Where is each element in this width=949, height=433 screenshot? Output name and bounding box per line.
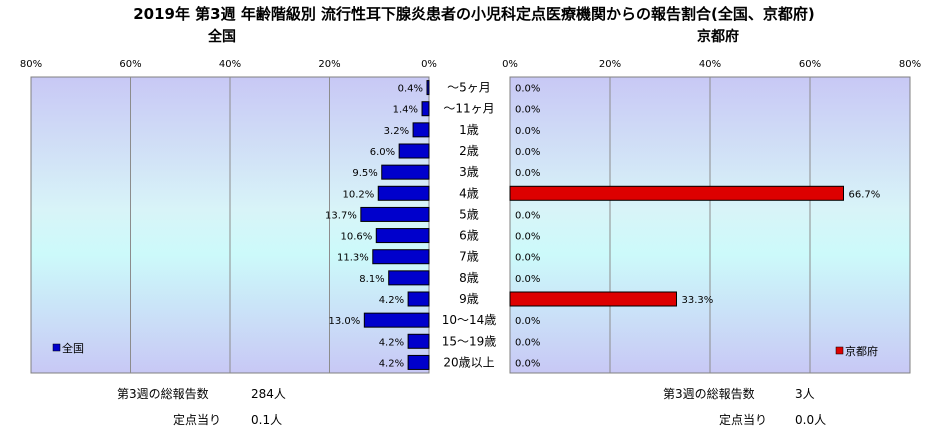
- category-label: 2歳: [459, 144, 479, 158]
- left-bar: [398, 143, 430, 159]
- left-legend-swatch: [52, 343, 61, 352]
- right-data-label: 0.0%: [515, 105, 540, 116]
- left-total-label: 第3週の総報告数: [117, 386, 209, 401]
- left-data-label: 8.1%: [359, 274, 384, 285]
- right-data-label: 0.0%: [515, 253, 540, 264]
- left-gridlines: [130, 77, 330, 373]
- left-bar: [388, 270, 430, 286]
- right-tick-label: 20%: [599, 59, 621, 70]
- right-data-label: 0.0%: [515, 168, 540, 179]
- left-legend: 全国: [52, 341, 84, 355]
- right-data-label: 0.0%: [515, 126, 540, 137]
- left-per-site-label: 定点当り: [173, 412, 221, 427]
- category-label: ～11ヶ月: [443, 102, 494, 116]
- right-data-label: 0.0%: [515, 316, 540, 327]
- left-tick-label: 60%: [119, 59, 141, 70]
- right-panel-title: 京都府: [697, 28, 739, 45]
- left-bar: [377, 185, 430, 201]
- left-tick-label: 0%: [421, 59, 437, 70]
- right-tick-label: 80%: [899, 59, 921, 70]
- right-legend-label: 京都府: [845, 344, 878, 358]
- left-legend-label: 全国: [62, 341, 84, 355]
- right-data-label: 0.0%: [515, 358, 540, 369]
- left-footer: 第3週の総報告数 284人 定点当り 0.1人: [117, 386, 286, 427]
- category-label: 3歳: [459, 165, 479, 179]
- left-data-label: 6.0%: [370, 147, 395, 158]
- left-bar: [372, 249, 430, 265]
- right-data-label: 0.0%: [515, 337, 540, 348]
- right-axis-ticks: 0% 20% 40% 60% 80%: [502, 59, 921, 70]
- left-total-value: 284人: [251, 387, 286, 401]
- left-bar: [363, 312, 430, 328]
- right-tick-label: 60%: [799, 59, 821, 70]
- left-bar: [426, 80, 430, 96]
- left-bars: 0.4% 1.4% 3.2% 6.0% 9.5% 10.2% 13.7% 10.6% 11.3%…: [325, 80, 430, 370]
- right-total-label: 第3週の総報告数: [663, 386, 755, 401]
- category-label: 1歳: [459, 123, 479, 137]
- category-label: 6歳: [459, 229, 479, 243]
- left-data-label: 13.0%: [329, 316, 361, 327]
- left-data-label: 10.6%: [340, 232, 372, 243]
- category-label: 5歳: [459, 207, 479, 221]
- category-label: 4歳: [459, 186, 479, 200]
- left-data-label: 4.2%: [379, 295, 404, 306]
- left-data-label: 11.3%: [337, 253, 369, 264]
- left-per-site-value: 0.1人: [251, 413, 282, 427]
- right-data-label: 0.0%: [515, 210, 540, 221]
- right-data-label: 0.0%: [515, 147, 540, 158]
- category-labels: ～5ヶ月 ～11ヶ月 1歳 2歳 3歳 4歳 5歳 6歳 7歳 8歳 9歳 10～14歳 15～19歳 2…: [442, 81, 497, 370]
- right-data-label: 0.0%: [515, 274, 540, 285]
- right-footer: 第3週の総報告数 3人 定点当り 0.0人: [663, 386, 826, 427]
- right-bar: [509, 185, 844, 201]
- left-data-label: 1.4%: [393, 105, 418, 116]
- right-bar: [509, 291, 677, 307]
- left-bar: [381, 164, 430, 180]
- left-tick-label: 80%: [20, 59, 42, 70]
- right-legend-swatch: [835, 346, 844, 355]
- category-label: 20歳以上: [443, 355, 494, 369]
- right-legend: 京都府: [835, 344, 878, 358]
- right-data-label: 0.0%: [515, 84, 540, 95]
- right-per-site-value: 0.0人: [795, 413, 826, 427]
- chart-title: 2019年 第3週 年齢階級別 流行性耳下腺炎患者の小児科定点医療機関からの報告…: [133, 5, 815, 23]
- category-label: 15～19歳: [442, 334, 497, 348]
- category-label: 8歳: [459, 271, 479, 285]
- left-data-label: 10.2%: [342, 189, 374, 200]
- left-bar: [360, 206, 430, 222]
- category-label: ～5ヶ月: [447, 81, 491, 95]
- left-tick-label: 40%: [219, 59, 241, 70]
- right-tick-label: 40%: [699, 59, 721, 70]
- right-per-site-label: 定点当り: [719, 412, 767, 427]
- left-bar: [407, 354, 430, 370]
- left-data-label: 4.2%: [379, 337, 404, 348]
- category-label: 10～14歳: [442, 313, 497, 327]
- left-data-label: 0.4%: [398, 84, 423, 95]
- left-data-label: 3.2%: [384, 126, 409, 137]
- left-data-label: 4.2%: [379, 358, 404, 369]
- left-data-label: 9.5%: [352, 168, 377, 179]
- left-panel-title: 全国: [207, 28, 236, 45]
- left-axis-ticks: 80% 60% 40% 20% 0%: [20, 59, 437, 70]
- left-bar: [407, 291, 430, 307]
- right-total-value: 3人: [795, 387, 815, 401]
- category-label: 7歳: [459, 250, 479, 264]
- left-tick-label: 20%: [318, 59, 340, 70]
- left-bar: [407, 333, 430, 349]
- left-bar: [412, 122, 430, 138]
- right-data-label: 0.0%: [515, 232, 540, 243]
- left-bar: [375, 228, 430, 244]
- right-data-label: 33.3%: [682, 295, 714, 306]
- right-gridlines: [609, 77, 811, 373]
- category-label: 9歳: [459, 292, 479, 306]
- left-bar: [421, 101, 430, 117]
- left-data-label: 13.7%: [325, 210, 357, 221]
- right-data-label: 66.7%: [849, 189, 881, 200]
- right-tick-label: 0%: [502, 59, 518, 70]
- right-bars: 0.0% 0.0% 0.0% 0.0% 0.0% 66.7% 0.0% 0.0% 0.0% 0.0…: [509, 84, 881, 369]
